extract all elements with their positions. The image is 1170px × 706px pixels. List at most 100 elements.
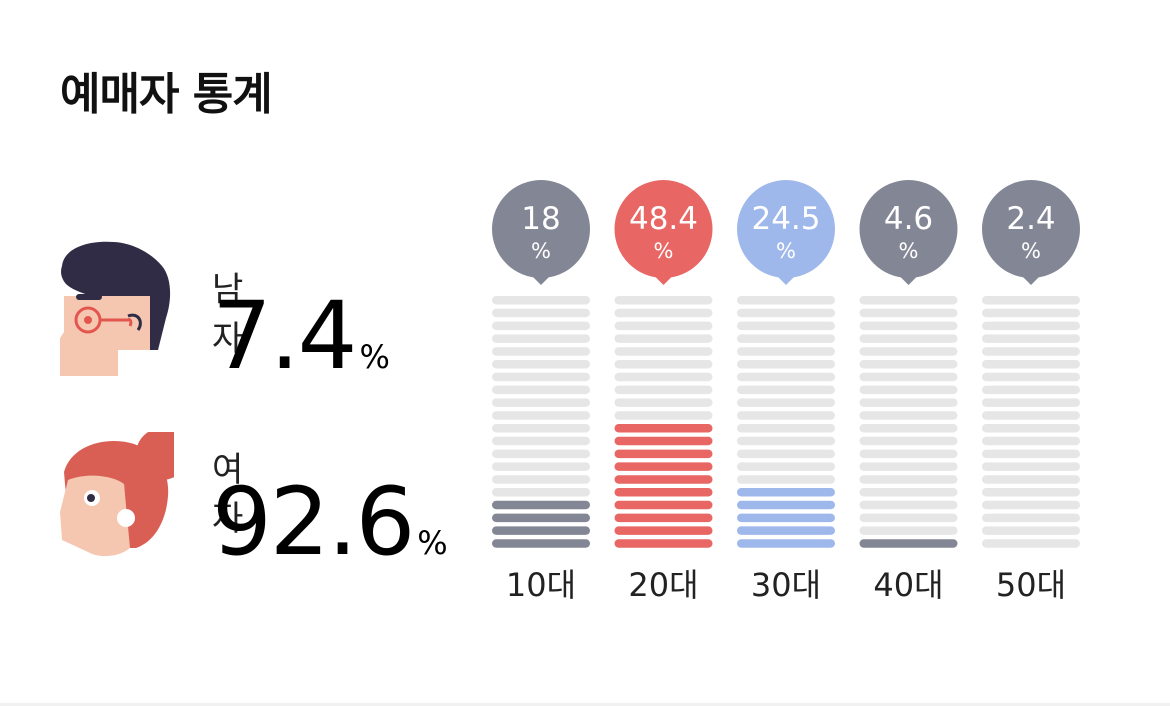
value-bubble [982,180,1080,278]
bar-segment-empty [492,488,590,497]
bar-segment-empty [982,360,1080,369]
bar-segment-empty [982,513,1080,523]
age-column-50s: 2.4% 50대 [982,180,1080,604]
bar-segment-empty [982,347,1080,356]
value-bubble [614,180,713,278]
value-bubble [859,180,958,278]
category-label: 30대 [751,566,821,604]
bar-segment-empty [614,321,713,331]
bar-segment-empty [492,296,590,305]
bar-segment-empty [492,475,590,484]
bar-segment-empty [492,398,590,407]
bar-segment-empty [492,334,590,343]
bar-segment-empty [737,462,835,471]
bar-segment-filled [614,513,713,523]
bar-segment-empty [859,308,958,318]
category-label: 50대 [996,566,1066,604]
female-unit: % [417,524,448,562]
female-value: 92.6 [212,468,415,577]
bar-segment-empty [614,334,713,343]
age-column-10s: 18% 10대 [492,180,590,604]
value-label: 18 [521,201,560,237]
bar-segment-filled [614,475,713,484]
value-unit: % [531,239,551,263]
bar-segment-empty [492,360,590,369]
bar-segment-empty [737,398,835,407]
bottom-divider [0,703,1170,706]
bar-segment-empty [859,411,958,420]
value-bubble-pointer [777,276,795,285]
value-label: 24.5 [751,201,820,237]
bar-segment-empty [859,372,958,382]
bar-segment-empty [737,385,835,395]
bar-segment-empty [492,308,590,318]
bar-segment-filled [614,424,713,433]
bar-segment-empty [982,526,1080,535]
bar-segment-filled [492,526,590,535]
value-bubble-pointer [532,276,550,285]
bar-segment-empty [492,372,590,382]
bar-segment-empty [982,500,1080,510]
bar-segment-empty [859,360,958,369]
value-unit: % [1021,239,1041,263]
age-column-20s: 48.4% 20대 [614,180,713,604]
bar-segment-empty [737,449,835,459]
value-unit: % [776,239,796,263]
bar-segment-empty [614,411,713,420]
bar-segment-empty [737,334,835,343]
female-percentage: 92.6% [212,476,448,570]
bar-segment-empty [982,424,1080,433]
bar-segment-empty [982,334,1080,343]
category-label: 40대 [873,566,943,604]
bar-segment-filled [614,449,713,459]
bar-segment-empty [492,321,590,331]
bar-segment-empty [982,488,1080,497]
bar-segment-empty [737,436,835,446]
bar-segment-empty [614,385,713,395]
value-label: 4.6 [884,201,933,237]
male-label: 남자 [212,270,244,359]
bar-segment-empty [492,462,590,471]
bar-segment-filled [614,436,713,446]
bar-segment-filled [614,500,713,510]
value-unit: % [899,239,919,263]
bar-segment-empty [492,411,590,420]
bar-segment-empty [737,475,835,484]
bar-segment-empty [614,296,713,305]
bar-segment-empty [982,436,1080,446]
bar-segment-filled [492,539,590,548]
bar-segment-empty [982,475,1080,484]
bar-segment-empty [737,360,835,369]
age-column-30s: 24.5% 30대 [737,180,835,604]
bar-segment-empty [859,334,958,343]
value-bubble-pointer [1022,276,1040,285]
bar-segment-filled [492,513,590,523]
female-label: 여자 [212,450,244,539]
age-distribution-chart: 18% 10대 48.4% 20대 24.5% 30대 4.6% 40대 2.4% 50대 [492,180,1080,604]
bar-segment-empty [982,308,1080,318]
bar-segment-empty [492,449,590,459]
bar-segment-empty [859,488,958,497]
bar-segment-empty [859,513,958,523]
female-avatar-icon [60,432,174,557]
bar-segment-empty [859,475,958,484]
bar-segment-empty [859,296,958,305]
age-column-40s: 4.6% 40대 [859,180,958,604]
bar-segment-empty [737,347,835,356]
bar-segment-empty [982,411,1080,420]
bar-segment-empty [982,372,1080,382]
value-bubble [492,180,590,278]
category-label: 20대 [628,566,698,604]
value-bubble [737,180,835,278]
bar-segment-empty [859,398,958,407]
value-label: 2.4 [1006,201,1055,237]
bar-segment-empty [737,411,835,420]
bar-segment-empty [859,424,958,433]
bar-segment-empty [614,308,713,318]
bar-segment-empty [492,424,590,433]
bar-segment-empty [982,321,1080,331]
bar-segment-filled [614,539,713,548]
bar-segment-filled [614,488,713,497]
page-title: 예매자 통계 [60,69,273,120]
bar-segment-filled [737,526,835,535]
